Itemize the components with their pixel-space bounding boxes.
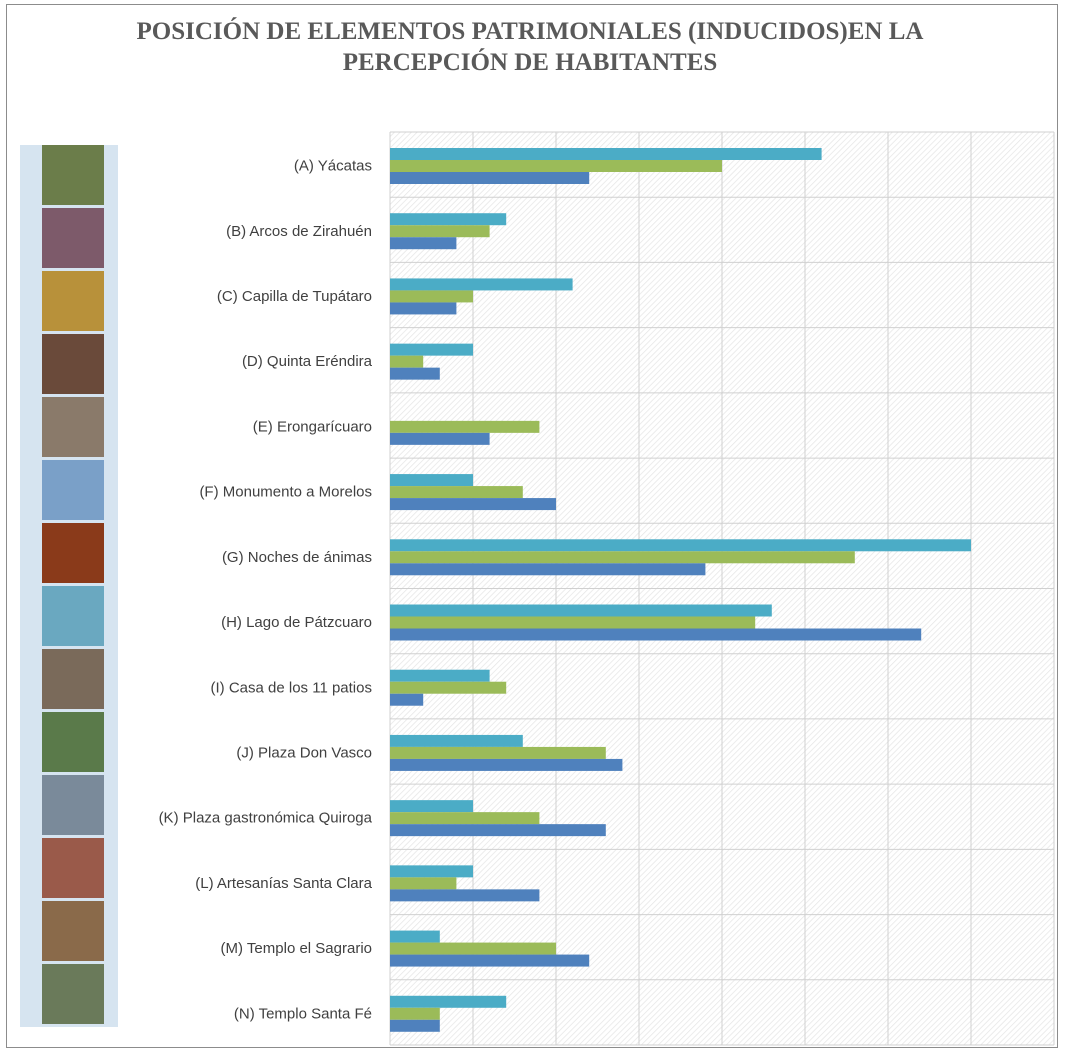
y-tick-label: (A) Yácatas <box>294 158 372 175</box>
bar <box>390 290 473 303</box>
bar <box>390 616 756 629</box>
y-tick-label: (D) Quinta Eréndira <box>242 353 373 370</box>
y-tick-label: (M) Templo el Sagrario <box>221 940 372 957</box>
thumbnail <box>42 901 104 961</box>
thumbnail <box>42 649 104 709</box>
thumbnail <box>42 964 104 1024</box>
y-tick-label: (L) Artesanías Santa Clara <box>195 875 372 892</box>
bar <box>390 237 457 250</box>
y-tick-label: (B) Arcos de Zirahuén <box>226 223 372 240</box>
bar <box>390 693 424 706</box>
bar <box>390 367 440 380</box>
bar <box>390 865 473 878</box>
bar <box>390 278 573 291</box>
thumbnail <box>42 145 104 205</box>
bar <box>390 995 507 1008</box>
bar <box>390 172 590 184</box>
bar <box>390 225 490 238</box>
bar <box>390 160 722 172</box>
bar <box>390 954 590 967</box>
thumbnail <box>42 712 104 772</box>
bar <box>390 746 606 759</box>
y-tick-label: (I) Casa de los 11 patios <box>211 679 372 696</box>
bar <box>390 551 855 564</box>
bar <box>390 420 540 433</box>
y-tick-label: (E) Erongarícuaro <box>253 418 372 435</box>
bar <box>390 800 473 813</box>
bar <box>390 563 706 576</box>
bar <box>390 877 457 890</box>
bar <box>390 213 507 226</box>
bar <box>390 1019 440 1032</box>
thumbnail <box>42 208 104 268</box>
chart-frame <box>6 4 1058 1048</box>
y-tick-label: (H) Lago de Pátzcuaro <box>221 614 372 631</box>
bar <box>390 930 440 943</box>
bar <box>390 824 606 837</box>
thumbnail <box>42 460 104 520</box>
y-tick-label: (G) Noches de ánimas <box>222 549 372 566</box>
bar <box>390 628 922 641</box>
bar <box>390 148 822 160</box>
bar <box>390 343 473 356</box>
bar <box>390 1007 440 1020</box>
bar <box>390 758 623 771</box>
bar <box>390 355 424 368</box>
y-tick-label: (F) Monumento a Morelos <box>199 484 372 501</box>
y-tick-label: (K) Plaza gastronómica Quiroga <box>159 810 373 827</box>
bar <box>390 889 540 902</box>
thumbnail-column <box>20 145 118 1027</box>
bar <box>390 812 540 825</box>
bar <box>390 669 490 682</box>
y-tick-label: (J) Plaza Don Vasco <box>236 745 372 762</box>
bar <box>390 432 490 445</box>
y-tick-label: (C) Capilla de Tupátaro <box>217 288 372 305</box>
bar <box>390 539 971 552</box>
bar <box>390 474 473 487</box>
bar <box>390 498 556 511</box>
bar <box>390 486 523 499</box>
thumbnail <box>42 838 104 898</box>
bar <box>390 302 457 315</box>
thumbnail <box>42 397 104 457</box>
chart-title: POSICIÓN DE ELEMENTOS PATRIMONIALES (IND… <box>136 18 924 76</box>
y-tick-label: (N) Templo Santa Fé <box>234 1005 372 1022</box>
thumbnail <box>42 523 104 583</box>
thumbnail <box>42 586 104 646</box>
thumbnail <box>42 271 104 331</box>
bar <box>390 604 772 617</box>
thumbnail <box>42 334 104 394</box>
thumbnail <box>42 775 104 835</box>
bar <box>390 942 556 955</box>
bar <box>390 681 507 694</box>
bar <box>390 734 523 747</box>
